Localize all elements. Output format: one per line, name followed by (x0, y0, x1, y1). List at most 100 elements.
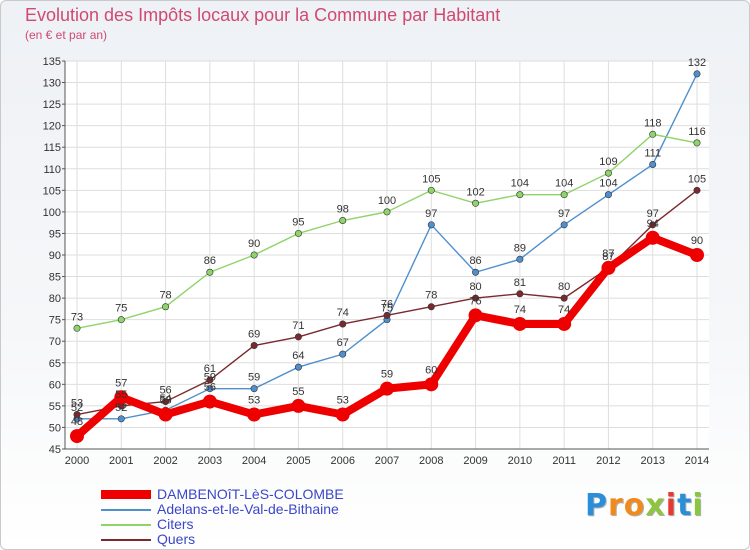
data-point (206, 385, 214, 393)
data-label: 74 (514, 304, 526, 316)
data-point (604, 191, 612, 199)
data-point (427, 221, 435, 229)
data-label: 74 (337, 307, 349, 319)
data-point (383, 311, 391, 319)
data-label: 80 (469, 281, 481, 293)
data-label: 104 (511, 178, 529, 190)
logo-letter: i (692, 488, 704, 523)
data-point (560, 221, 568, 229)
data-point (427, 186, 435, 194)
data-point (649, 221, 657, 229)
data-point (339, 217, 347, 225)
y-tick-label: 85 (49, 272, 61, 284)
data-label: 53 (248, 395, 260, 407)
data-point (649, 160, 657, 168)
data-label: 69 (248, 329, 260, 341)
data-label: 105 (688, 173, 706, 185)
y-tick-label: 75 (49, 315, 61, 327)
proxiti-logo: Proxiti (585, 488, 704, 523)
data-label: 56 (159, 385, 171, 397)
data-point (693, 186, 701, 194)
data-point (206, 268, 214, 276)
data-label: 67 (337, 337, 349, 349)
data-label: 61 (204, 363, 216, 375)
data-label: 116 (688, 126, 706, 138)
y-tick-label: 125 (43, 99, 61, 111)
data-point (158, 407, 173, 422)
legend-label: Quers (157, 531, 196, 547)
data-label: 97 (647, 208, 659, 220)
y-tick-label: 45 (49, 444, 61, 456)
data-label: 100 (378, 195, 396, 207)
data-point (294, 363, 302, 371)
x-tick-label: 2007 (375, 455, 399, 467)
logo-letter: r (608, 488, 624, 523)
data-point (294, 333, 302, 341)
x-tick-label: 2011 (552, 455, 576, 467)
data-label: 81 (514, 277, 526, 289)
x-tick-label: 2008 (419, 455, 443, 467)
data-point (693, 139, 701, 147)
data-point (468, 308, 483, 323)
logo-letter: P (585, 488, 608, 523)
data-label: 75 (381, 303, 393, 315)
data-label: 55 (115, 389, 127, 401)
data-point (560, 191, 568, 199)
y-tick-label: 55 (49, 401, 61, 413)
data-label: 109 (599, 156, 617, 168)
data-label: 71 (292, 320, 304, 332)
data-point (162, 398, 170, 406)
x-tick-label: 2006 (330, 455, 354, 467)
logo-letter: t (677, 488, 693, 523)
data-label: 90 (248, 238, 260, 250)
data-point (73, 324, 81, 332)
data-point (247, 407, 262, 422)
data-label: 87 (602, 251, 614, 263)
legend-label: Citers (157, 516, 194, 532)
data-label: 105 (422, 173, 440, 185)
data-label: 53 (159, 395, 171, 407)
x-tick-label: 2000 (65, 455, 89, 467)
data-label: 56 (204, 382, 216, 394)
data-label: 86 (469, 255, 481, 267)
data-point (693, 70, 701, 78)
data-point (601, 260, 616, 275)
data-label: 54 (159, 393, 171, 405)
logo-letter: i (665, 488, 678, 523)
legend-label: Adelans-et-le-Val-de-Bithaine (157, 501, 339, 517)
data-point (472, 268, 480, 276)
y-tick-label: 80 (49, 293, 61, 305)
data-label: 60 (425, 364, 437, 376)
y-tick-label: 100 (43, 207, 61, 219)
data-label: 73 (71, 311, 83, 323)
series-layer (70, 70, 704, 444)
data-label: 97 (558, 208, 570, 220)
data-point (380, 381, 394, 396)
data-point (339, 320, 347, 328)
data-point (383, 208, 391, 216)
data-label: 94 (647, 218, 659, 230)
legend-swatch (101, 524, 151, 526)
y-tick-label: 130 (43, 78, 61, 90)
x-tick-label: 2010 (508, 455, 532, 467)
data-point (516, 255, 524, 263)
data-label: 57 (115, 377, 127, 389)
data-point (512, 316, 527, 331)
data-point (114, 390, 129, 405)
x-tick-label: 2009 (463, 455, 487, 467)
data-label: 76 (469, 295, 481, 307)
data-label: 132 (688, 57, 706, 69)
y-tick-label: 50 (49, 422, 61, 434)
data-label: 78 (425, 290, 437, 302)
y-tick-label: 95 (49, 228, 61, 240)
data-point (73, 411, 81, 419)
data-label: 102 (466, 186, 484, 198)
data-label: 52 (115, 402, 127, 414)
data-point (424, 377, 439, 392)
data-point (604, 169, 612, 177)
data-label: 75 (115, 303, 127, 315)
data-point (560, 294, 568, 302)
data-point (291, 398, 306, 413)
data-label: 59 (248, 372, 260, 384)
